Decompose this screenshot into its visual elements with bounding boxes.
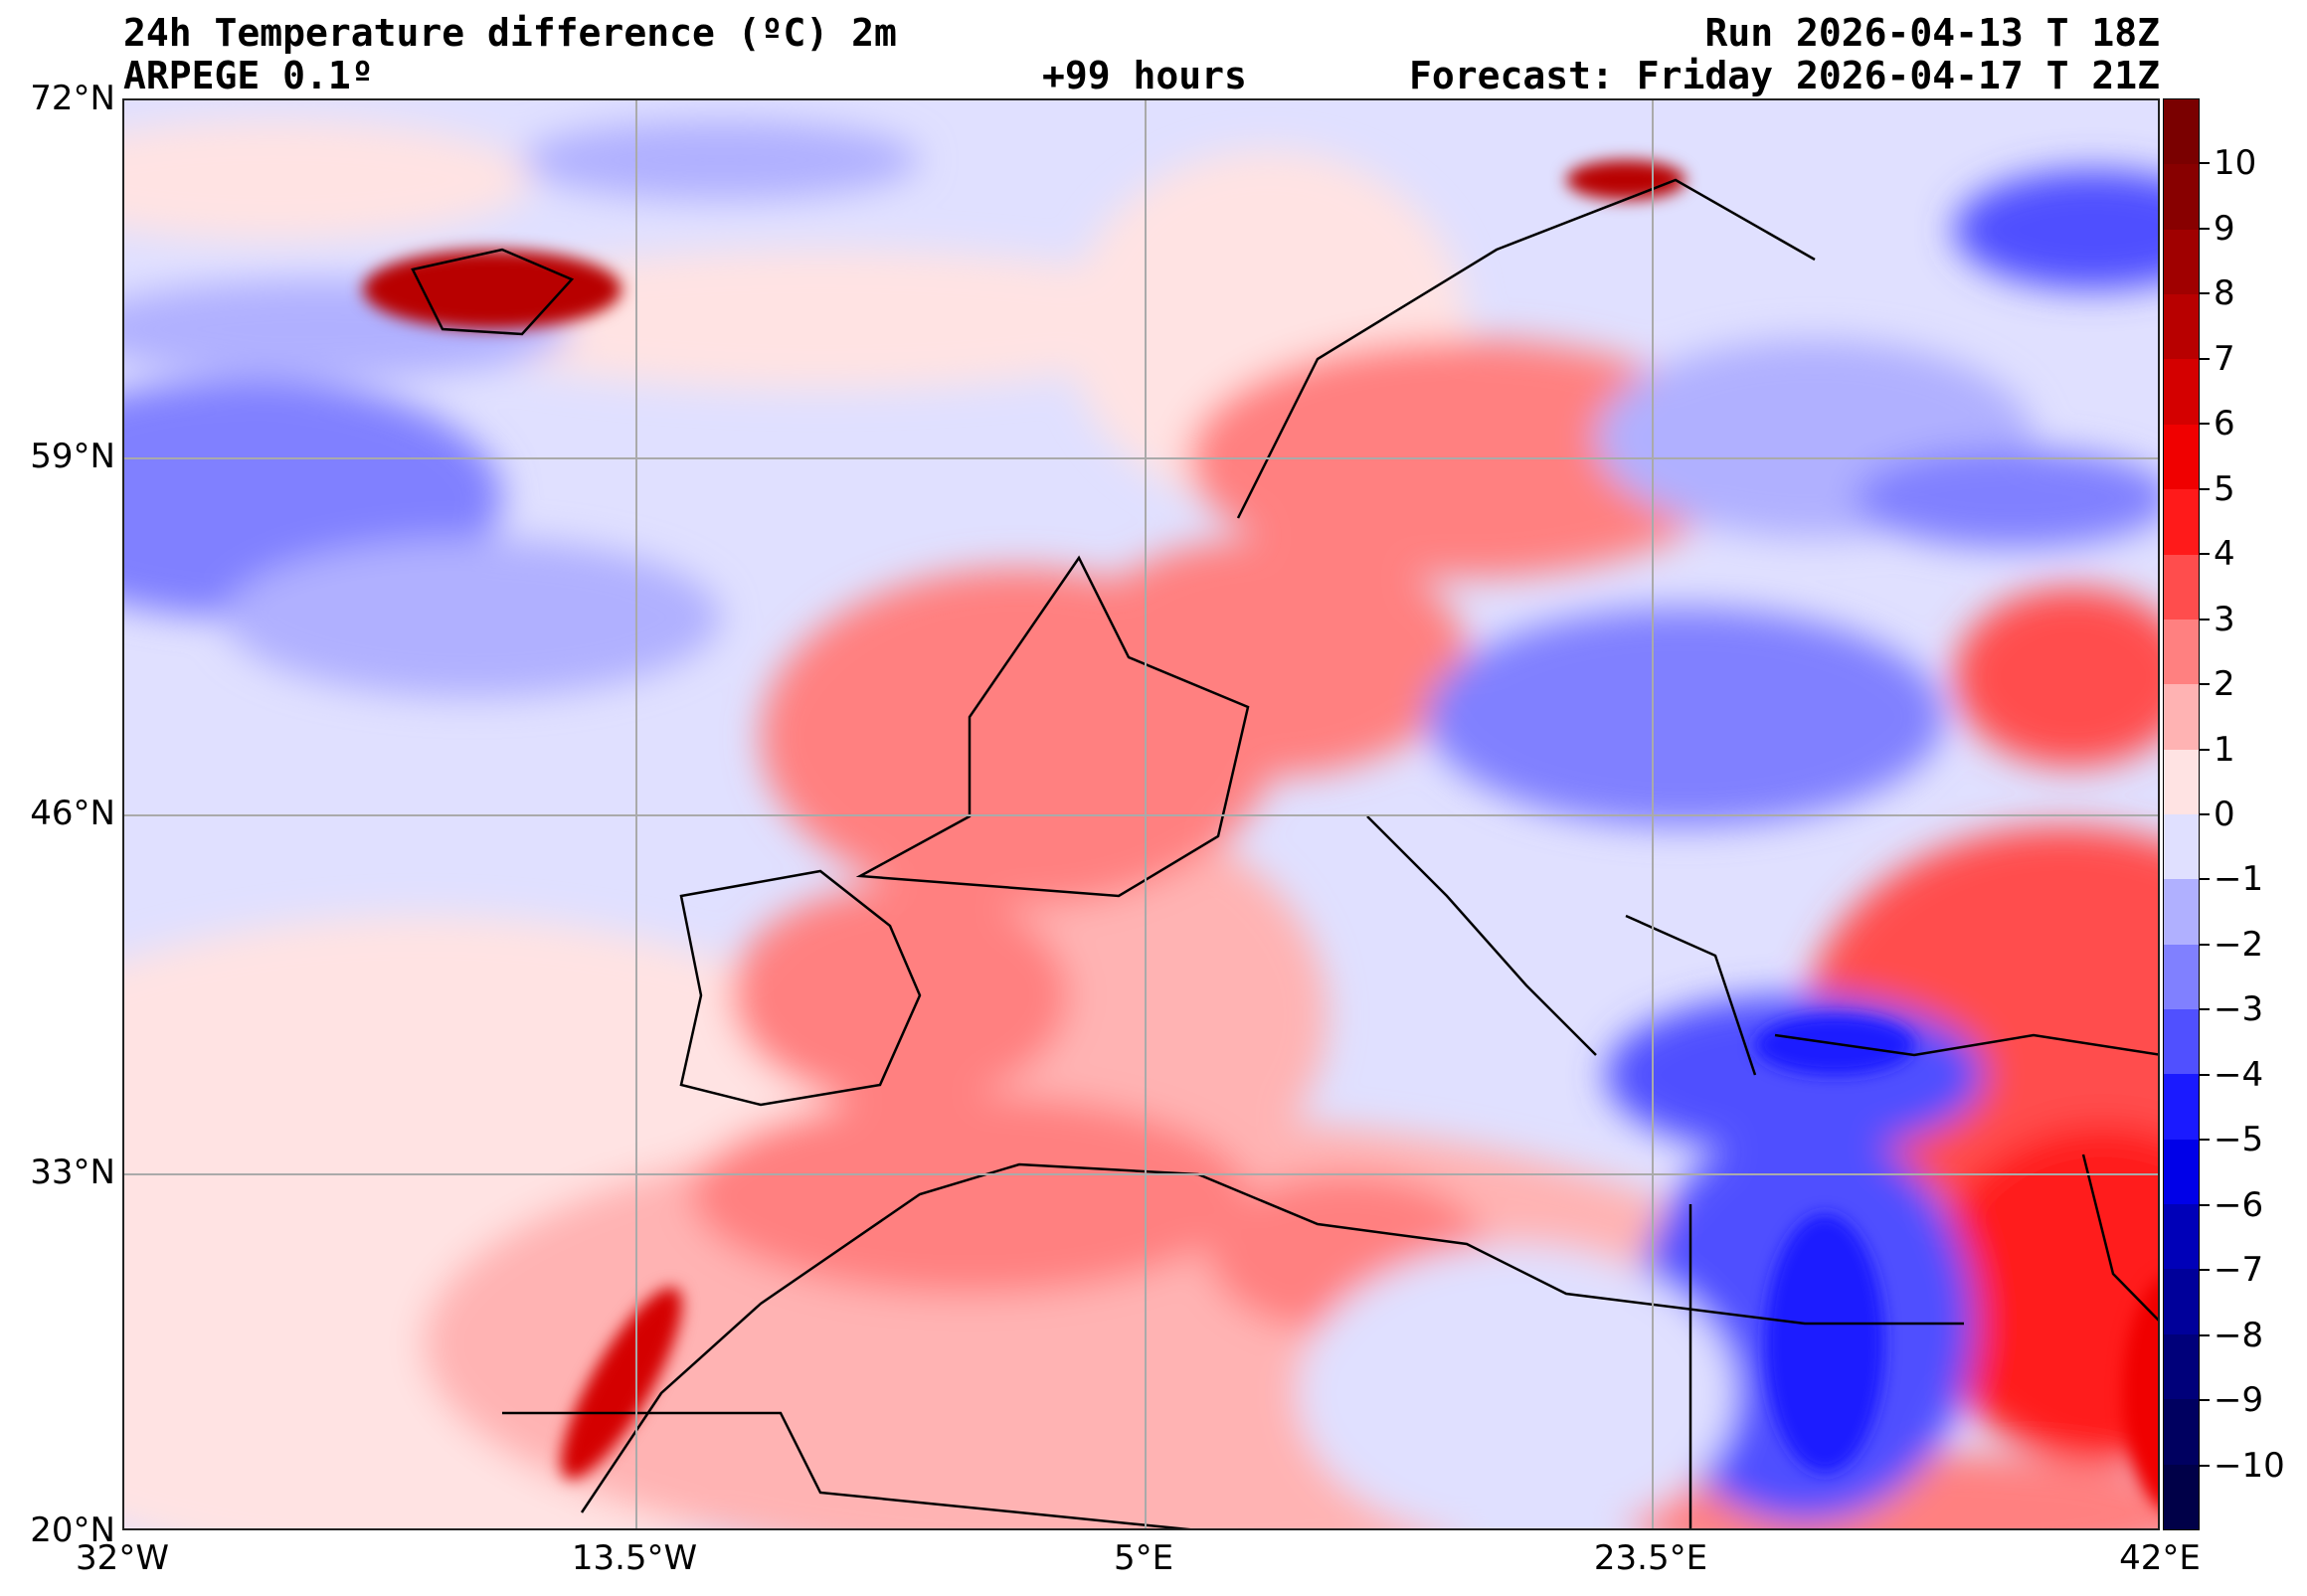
colorbar-tick [2200,227,2210,230]
colorbar-tick-label: 1 [2214,729,2235,770]
colorbar-tick [2200,292,2210,295]
colorbar-tick [2200,553,2210,556]
colorbar-tick [2200,1464,2210,1467]
colorbar-tick [2200,1008,2210,1011]
colorbar-tick-label: 10 [2214,143,2257,184]
colorbar-band [2164,944,2199,1010]
colorbar-tick [2200,1139,2210,1142]
colorbar-tick [2200,1399,2210,1402]
colorbar-tick-label: 7 [2214,338,2235,379]
colorbar-tick-label: 3 [2214,599,2235,639]
lat-label-72n: 72°N [30,79,115,118]
colorbar-band [2164,1204,2199,1270]
colorbar-tick [2200,487,2210,490]
lon-label-5e: 5°E [1113,1538,1174,1578]
colorbar-tick-label: 9 [2214,208,2235,249]
colorbar-tick-label: 0 [2214,795,2235,834]
colorbar-tick-label: 4 [2214,534,2235,575]
colorbar-band [2164,359,2199,425]
colorbar-band [2164,294,2199,360]
lat-label-46n: 46°N [30,794,115,833]
lat-label-33n: 33°N [30,1153,115,1192]
colorbar-band [2164,424,2199,490]
colorbar-tick-label: −5 [2214,1120,2264,1160]
colorbar-tick-label: −1 [2214,859,2264,900]
colorbar-band [2164,164,2199,230]
colorbar-tick-label: −8 [2214,1315,2264,1355]
field-extremes [363,160,2158,1507]
lon-label-13-5w: 13.5°W [571,1538,698,1578]
colorbar-tick-label: −4 [2214,1054,2264,1095]
colorbar-tick-label: −10 [2214,1445,2285,1486]
colorbar-tick [2200,1203,2210,1206]
colorbar-band [2164,1269,2199,1334]
lon-label-32w: 32°W [76,1538,169,1578]
field-blobs [124,120,2158,1528]
colorbar-tick-label: 5 [2214,468,2235,509]
lat-label-59n: 59°N [30,437,115,476]
colorbar-band [2164,684,2199,750]
colorbar-tick [2200,1333,2210,1336]
lat-label-20n: 20°N [30,1510,115,1550]
colorbar-tick-label: −3 [2214,989,2264,1030]
forecast-label: Forecast: Friday 2026-04-17 T 21Z [1409,54,2160,97]
colorbar-tick [2200,813,2210,815]
colorbar-tick-label: 6 [2214,404,2235,444]
colorbar-band [2164,1009,2199,1075]
temperature-map [122,98,2160,1530]
colorbar-tick [2200,423,2210,426]
colorbar-tick-label: −2 [2214,924,2264,965]
lon-label-23-5e: 23.5°E [1593,1538,1708,1578]
colorbar-band [2164,229,2199,295]
lead-time-label: +99 hours [1042,54,1247,97]
chart-title: 24h Temperature difference (ºC) 2m [123,11,897,55]
colorbar-tick [2200,683,2210,686]
colorbar-tick-label: 2 [2214,664,2235,705]
colorbar-tick [2200,618,2210,621]
colorbar-tick [2200,748,2210,751]
colorbar-band [2164,489,2199,555]
temperature-field [124,100,2158,1528]
model-label: ARPEGE 0.1º [123,54,374,97]
colorbar-band [2164,813,2199,880]
run-label: Run 2026-04-13 T 18Z [1704,11,2160,55]
colorbar-tick-label: −7 [2214,1250,2264,1291]
colorbar-band [2164,1399,2199,1465]
gridlines [124,100,2158,1528]
colorbar-tick [2200,357,2210,360]
colorbar [2163,98,2200,1530]
colorbar-tick [2200,162,2210,165]
colorbar-tick [2200,1269,2210,1272]
colorbar-band [2164,1464,2199,1529]
colorbar-band [2164,99,2199,165]
colorbar-tick [2200,878,2210,881]
colorbar-tick-label: −6 [2214,1184,2264,1225]
lon-label-42e: 42°E [2119,1538,2201,1578]
colorbar-tick-label: 8 [2214,273,2235,314]
colorbar-tick [2200,943,2210,946]
colorbar-band [2164,749,2199,814]
colorbar-band [2164,1139,2199,1205]
colorbar-band [2164,1074,2199,1140]
colorbar-band [2164,554,2199,620]
colorbar-band [2164,879,2199,945]
colorbar-band [2164,1333,2199,1400]
coastlines [411,178,2158,1528]
colorbar-tick [2200,1073,2210,1076]
colorbar-band [2164,619,2199,685]
colorbar-tick-label: −9 [2214,1380,2264,1421]
